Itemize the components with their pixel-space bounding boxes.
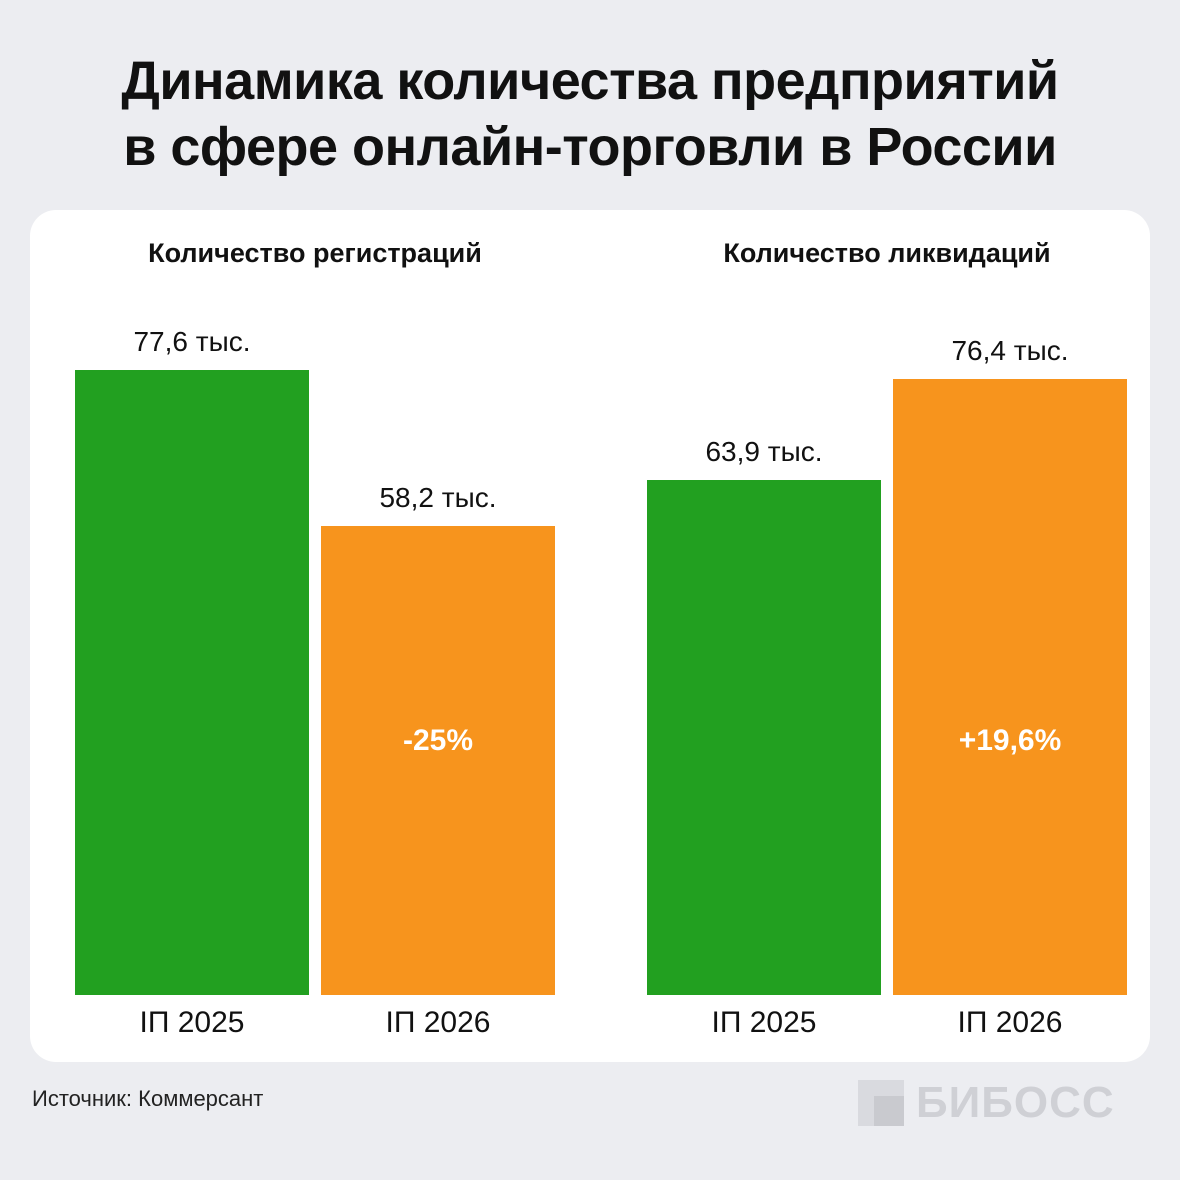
bibos-logo-icon bbox=[858, 1080, 904, 1126]
category-label-1-1: IП 2025 bbox=[139, 1006, 245, 1039]
category-label-2-1: IП 2025 bbox=[711, 1006, 817, 1039]
source-note: Источник: Коммерсант bbox=[32, 1086, 264, 1111]
value-label-1-1: 77,6 тыс. bbox=[133, 325, 251, 357]
brand-logo: БИБОСС bbox=[858, 1078, 1115, 1127]
category-label-2-2: IП 2026 bbox=[957, 1006, 1063, 1039]
category-label-1-2: IП 2026 bbox=[385, 1006, 491, 1039]
change-label-1: -25% bbox=[402, 724, 474, 757]
change-label-2: +19,6% bbox=[958, 724, 1062, 757]
title-line-2: в сфере онлайн-торговли в России bbox=[123, 117, 1057, 177]
value-label-2-2: 76,4 тыс. bbox=[951, 335, 1069, 367]
bar-1-1 bbox=[75, 369, 309, 995]
title-line-1: Динамика количества предприятий bbox=[121, 51, 1059, 111]
logo-text: БИБОСС bbox=[916, 1078, 1115, 1127]
panel-title-1: Количество регистраций bbox=[148, 238, 482, 268]
value-label-1-2: 58,2 тыс. bbox=[379, 481, 497, 513]
panel-title-2: Количество ликвидаций bbox=[723, 238, 1051, 268]
bar-1-2 bbox=[321, 525, 555, 995]
bar-2-1 bbox=[647, 479, 881, 995]
value-label-2-1: 63,9 тыс. bbox=[705, 435, 823, 467]
page-title: Динамика количества предприятий в сфере … bbox=[0, 48, 1180, 180]
bar-2-2 bbox=[893, 379, 1127, 995]
